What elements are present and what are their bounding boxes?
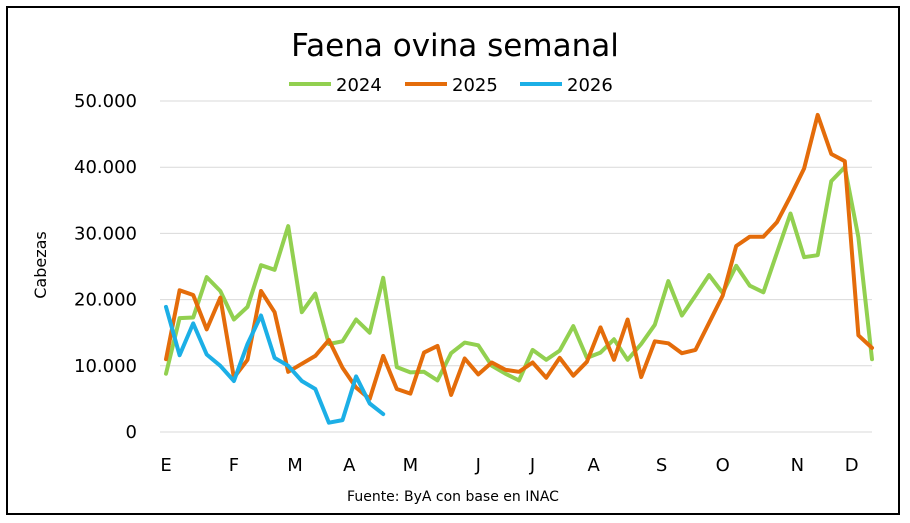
series-lines — [164, 112, 874, 425]
legend: 2024 2025 2026 — [289, 75, 613, 96]
y-tick-label: 50.000 — [74, 91, 137, 112]
x-tick-label: M — [403, 455, 419, 476]
y-axis-label: Cabezas — [31, 231, 50, 299]
x-tick-label: E — [160, 455, 171, 476]
x-tick-label: J — [475, 455, 481, 476]
x-tick-label: S — [656, 455, 667, 476]
chart-frame — [6, 6, 900, 515]
y-axis-ticks: 0 10.000 20.000 30.000 40.000 50.000 — [74, 91, 137, 443]
series-line-2025 — [164, 112, 874, 401]
x-tick-label: J — [529, 455, 535, 476]
y-tick-label: 0 — [126, 422, 137, 443]
y-tick-label: 20.000 — [74, 290, 137, 311]
x-tick-label: A — [343, 455, 356, 476]
legend-label-2025: 2025 — [452, 75, 498, 96]
x-tick-label: O — [716, 455, 730, 476]
x-tick-label: A — [588, 455, 601, 476]
gridlines — [160, 100, 872, 433]
legend-label-2026: 2026 — [567, 75, 613, 96]
y-tick-label: 30.000 — [74, 223, 137, 244]
chart-title: Faena ovina semanal — [291, 28, 619, 64]
source-note: Fuente: ByA con base en INAC — [347, 489, 559, 505]
x-tick-label: M — [287, 455, 303, 476]
x-tick-label: F — [229, 455, 239, 476]
y-tick-label: 10.000 — [74, 356, 137, 377]
legend-label-2024: 2024 — [336, 75, 382, 96]
x-tick-label: N — [791, 455, 804, 476]
x-tick-label: D — [845, 455, 859, 476]
series-line-2024 — [164, 165, 874, 383]
series-line-2026 — [164, 304, 386, 425]
y-tick-label: 40.000 — [74, 157, 137, 178]
